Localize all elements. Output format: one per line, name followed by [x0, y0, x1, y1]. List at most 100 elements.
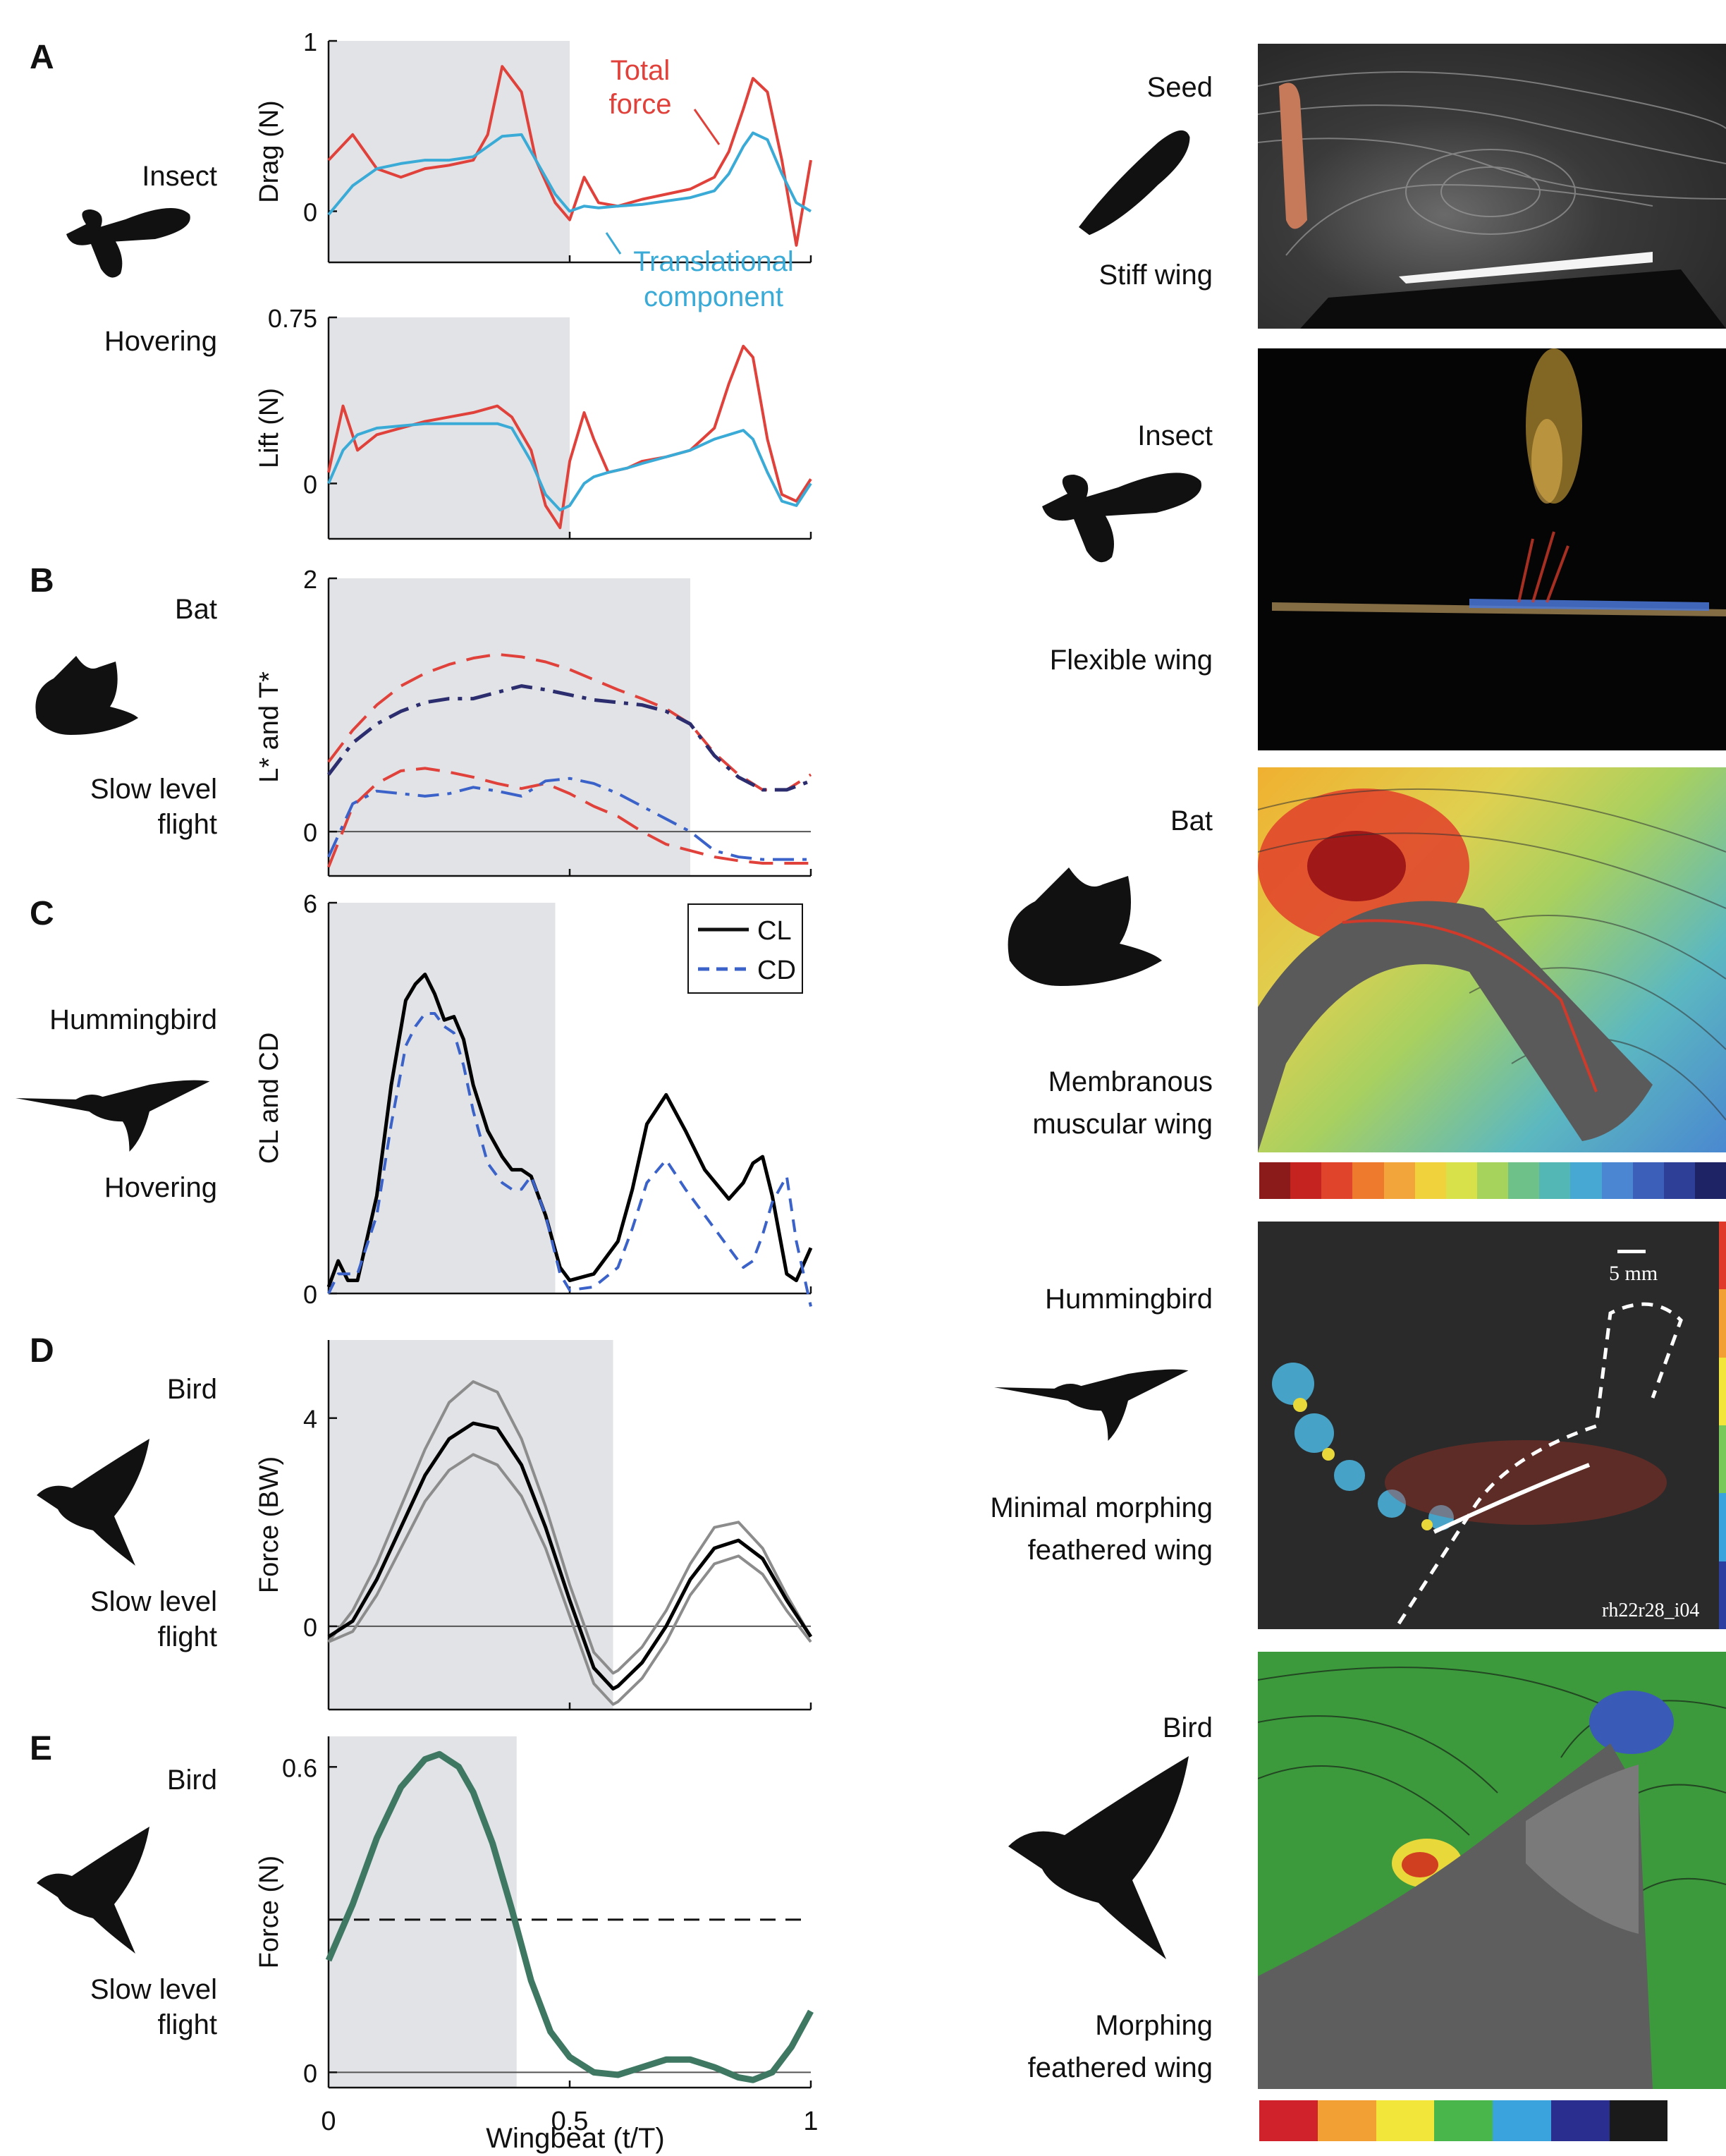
colorbar-swatch	[1317, 2100, 1376, 2141]
bird-colorbar	[1259, 2100, 1726, 2141]
panel-b-mode: Slow level flight	[90, 774, 217, 840]
right-bat-wing: Membranous muscular wing	[1032, 1066, 1213, 1140]
x-tick-label: 0	[321, 2107, 336, 2136]
panel-e-mode: Slow level flight	[90, 1974, 217, 2040]
y-tick-label: 6	[303, 889, 317, 918]
panel-letter-b: B	[30, 562, 54, 599]
panel-c-organism: Hummingbird	[49, 1004, 217, 1035]
right-hummingbird-wing: Minimal morphing feathered wing	[990, 1492, 1213, 1566]
legend-box	[687, 903, 803, 994]
colorbar-swatch	[1550, 2100, 1610, 2141]
colorbar-swatch	[1539, 1162, 1571, 1199]
right-insect-organism: Insect	[1137, 420, 1213, 451]
colorbar-swatch	[1376, 2100, 1435, 2141]
colorbar-swatch	[1414, 1162, 1446, 1199]
bat-silhouette-left	[35, 656, 139, 735]
colorbar-swatch	[1508, 1162, 1540, 1199]
right-insect-wing: Flexible wing	[1049, 645, 1213, 676]
seed-flow-image	[1258, 44, 1726, 329]
colorbar-swatch	[1321, 1162, 1353, 1199]
hummingbird-silhouette-right	[994, 1369, 1189, 1441]
series-line-2	[327, 1421, 813, 1691]
y-tick-label: 0	[303, 1280, 317, 1309]
series-line-1	[325, 1750, 814, 2083]
y-tick-label: 0	[303, 198, 317, 227]
series-line-1	[327, 652, 812, 791]
series-line-2	[327, 684, 812, 792]
shaded-region	[329, 1340, 613, 1710]
colorbar-swatch	[1632, 1162, 1664, 1199]
colorbar-swatch	[1719, 1222, 1726, 1290]
panel-a-organism: Insect	[142, 161, 217, 192]
series-line-2	[327, 422, 812, 512]
x-tick-label: 1	[803, 2107, 818, 2136]
colorbar-swatch	[1663, 1162, 1695, 1199]
seed-silhouette-right	[1079, 130, 1190, 236]
y-tick-label: 0	[303, 1613, 317, 1642]
right-bat-organism: Bat	[1170, 805, 1213, 836]
colorbar-swatch	[1719, 1289, 1726, 1358]
panel-letter-d: D	[30, 1332, 54, 1370]
bird-silhouette-right	[1008, 1756, 1189, 1959]
colorbar-swatch	[1445, 1162, 1477, 1199]
panel-letter-c: C	[30, 895, 54, 932]
bat-colorbar	[1259, 1162, 1726, 1199]
y-tick-label: 0	[303, 2059, 317, 2088]
colorbar-swatch	[1719, 1561, 1726, 1629]
total-force-label: Total force	[608, 55, 672, 120]
panel-a-mode: Hovering	[104, 326, 217, 357]
y-tick-label: 0	[303, 470, 317, 499]
colorbar-swatch	[1259, 1162, 1291, 1199]
colorbar-swatch	[1667, 2100, 1726, 2141]
bird-silhouette-left-e	[37, 1827, 149, 1954]
shaded-region	[329, 578, 690, 876]
colorbar-swatch	[1694, 1162, 1726, 1199]
translational-pointer	[605, 232, 622, 255]
scale-bar-label: 5 mm	[1609, 1262, 1658, 1285]
colorbar-swatch	[1570, 1162, 1602, 1199]
series-line-1	[327, 65, 812, 247]
right-seed-wing: Stiff wing	[1098, 260, 1213, 291]
bird-flow-image	[1258, 1652, 1726, 2089]
y-tick-label: 0.6	[282, 1753, 317, 1782]
y-tick-label: 4	[303, 1405, 317, 1434]
colorbar-swatch	[1719, 1425, 1726, 1494]
panel-c-mode: Hovering	[104, 1172, 217, 1203]
y-axis-label: L* and T*	[255, 671, 284, 783]
shaded-region	[329, 317, 570, 539]
bat-silhouette-right	[1008, 867, 1162, 986]
colorbar-swatch	[1290, 1162, 1322, 1199]
series-line-2	[327, 1011, 812, 1307]
colorbar-swatch	[1719, 1493, 1726, 1561]
series-line-3	[327, 767, 811, 868]
colorbar-swatch	[1352, 1162, 1384, 1199]
shared-x-axis-label: Wingbeat (t/T)	[486, 2123, 665, 2154]
series-line-4	[327, 776, 811, 861]
colorbar-swatch	[1434, 2100, 1493, 2141]
right-bird-organism: Bird	[1162, 1712, 1213, 1743]
total-force-pointer	[693, 109, 721, 145]
colorbar-swatch	[1476, 1162, 1509, 1199]
panel-b-organism: Bat	[174, 594, 217, 625]
y-axis-label: Drag (N)	[255, 100, 284, 203]
hummingbird-flow-image: 5 mm rh22r28_i04	[1258, 1222, 1726, 1629]
colorbar-swatch	[1383, 1162, 1415, 1199]
x-tick-label: 0.5	[551, 2107, 589, 2136]
translational-component-label: Translational component	[633, 246, 794, 312]
panel-letter-e: E	[30, 1730, 53, 1767]
shaded-region	[329, 1736, 517, 2088]
bat-flow-image	[1258, 767, 1726, 1152]
colorbar-swatch	[1609, 2100, 1668, 2141]
y-tick-label: 0.75	[268, 304, 317, 333]
y-tick-label: 1	[303, 28, 317, 56]
colorbar-swatch	[1601, 1162, 1633, 1199]
insect-silhouette-right	[1042, 473, 1201, 563]
legend-label-cd: CD	[757, 956, 796, 985]
y-tick-label: 2	[303, 565, 317, 594]
hummingbird-colorbar	[1719, 1222, 1726, 1629]
insect-silhouette-left	[66, 208, 190, 278]
y-tick-label: 0	[303, 818, 317, 847]
panel-d-mode: Slow level flight	[90, 1586, 217, 1652]
